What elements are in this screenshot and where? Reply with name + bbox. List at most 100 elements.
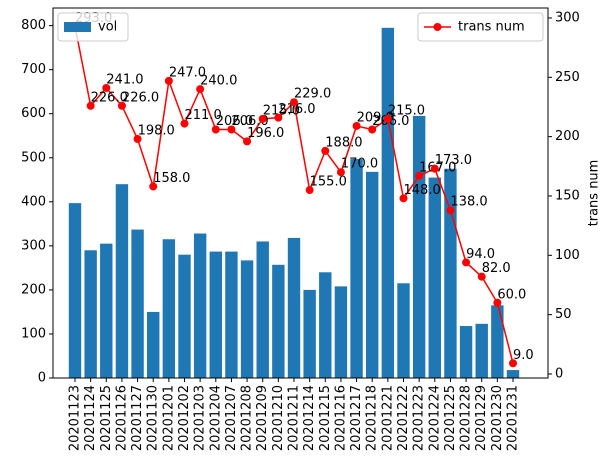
bar xyxy=(428,177,441,378)
point xyxy=(86,101,95,110)
y2-tick-label: 200 xyxy=(555,129,580,144)
y-tick-label: 0 xyxy=(38,371,46,386)
bar xyxy=(491,305,504,378)
x-tick-label: 20201211 xyxy=(287,385,302,451)
data-label: 148.0 xyxy=(404,183,441,198)
x-tick-label: 20201217 xyxy=(349,385,364,451)
x-tick-label: 20201214 xyxy=(302,385,317,451)
point xyxy=(399,194,408,203)
point xyxy=(102,83,111,92)
data-label: 138.0 xyxy=(450,195,487,210)
data-label: 240.0 xyxy=(200,74,237,89)
data-label: 209.0 xyxy=(357,110,394,125)
point xyxy=(352,121,361,130)
point xyxy=(227,125,236,134)
point xyxy=(149,182,158,191)
y2-tick-label: 0 xyxy=(555,366,563,381)
y-tick-label: 200 xyxy=(21,282,46,297)
legend-box xyxy=(417,12,544,42)
point xyxy=(493,298,502,307)
y-tick-label: 100 xyxy=(21,326,46,341)
point xyxy=(258,114,267,123)
point xyxy=(446,206,455,215)
x-tick-label: 20201123 xyxy=(68,385,83,451)
plot-frame xyxy=(52,7,549,379)
point xyxy=(321,146,330,155)
x-tick-label: 20201208 xyxy=(240,385,255,451)
x-tick-label: 20201222 xyxy=(396,385,411,451)
bar xyxy=(256,241,269,378)
data-label: 247.0 xyxy=(169,65,206,80)
data-label: 196.0 xyxy=(247,126,284,141)
y2-axis-label: trans num xyxy=(587,160,602,227)
x-tick-label: 20201231 xyxy=(506,385,521,451)
bar xyxy=(193,233,207,378)
x-tick-label: 20201203 xyxy=(193,385,208,451)
point xyxy=(243,137,252,146)
bar xyxy=(287,237,301,378)
bar xyxy=(209,251,222,378)
y2-tick-label: 50 xyxy=(555,307,572,322)
point xyxy=(368,125,377,134)
y-tick-label: 500 xyxy=(21,150,46,165)
x-tick-label: 20201225 xyxy=(443,385,458,451)
x-tick-label: 20201125 xyxy=(99,385,114,451)
point xyxy=(180,119,189,128)
point xyxy=(477,272,486,281)
x-tick-label: 20201224 xyxy=(427,385,442,451)
data-label: 206.0 xyxy=(216,114,253,129)
bar xyxy=(334,286,348,378)
x-tick-label: 20201202 xyxy=(177,385,192,451)
legend-label: vol xyxy=(98,20,117,35)
bar xyxy=(84,250,97,378)
bar xyxy=(350,159,363,378)
point xyxy=(196,85,205,94)
y2-tick-label: 250 xyxy=(555,70,580,85)
bar xyxy=(115,184,129,378)
point xyxy=(164,76,173,85)
legend-marker xyxy=(433,23,442,31)
data-label: 82.0 xyxy=(482,261,511,276)
data-label: 215.0 xyxy=(263,103,300,118)
y-tick-label: 400 xyxy=(21,194,46,209)
bar xyxy=(240,260,254,378)
point xyxy=(290,98,298,107)
data-label: 198.0 xyxy=(138,124,175,139)
data-label: 229.0 xyxy=(294,87,331,102)
x-tick-label: 20201130 xyxy=(146,385,161,451)
x-tick-label: 20201127 xyxy=(130,385,145,451)
data-label: 226.0 xyxy=(91,90,128,105)
x-tick-label: 20201209 xyxy=(255,385,270,451)
x-tick-label: 20201126 xyxy=(114,385,129,451)
y-tick-label: 700 xyxy=(21,62,46,77)
y2-tick-label: 100 xyxy=(555,248,580,263)
bar xyxy=(381,27,395,378)
y2-tick-label: 300 xyxy=(555,10,580,25)
bar xyxy=(272,264,285,378)
bar xyxy=(162,239,176,378)
point xyxy=(211,125,220,134)
x-tick-label: 20201204 xyxy=(208,385,223,451)
data-label: 170.0 xyxy=(341,157,378,172)
y-tick-label: 800 xyxy=(21,18,46,33)
legend-swatch xyxy=(64,22,91,32)
bar xyxy=(131,229,144,378)
x-tick-label: 20201207 xyxy=(224,385,239,451)
x-tick-label: 20201218 xyxy=(365,385,380,451)
x-tick-label: 20201124 xyxy=(83,385,98,451)
data-label: 188.0 xyxy=(325,135,362,150)
bar xyxy=(319,272,332,378)
y-tick-label: 300 xyxy=(21,238,46,253)
point xyxy=(430,164,439,173)
x-tick-label: 20201215 xyxy=(318,385,333,451)
y2-tick-label: 150 xyxy=(555,188,580,203)
bar xyxy=(475,323,488,378)
x-tick-label: 20201229 xyxy=(474,385,489,451)
data-label: 155.0 xyxy=(310,175,347,190)
data-label: 215.0 xyxy=(388,103,425,118)
data-label: 241.0 xyxy=(106,72,143,87)
point xyxy=(133,135,142,144)
bar xyxy=(412,115,426,379)
point xyxy=(462,258,471,267)
